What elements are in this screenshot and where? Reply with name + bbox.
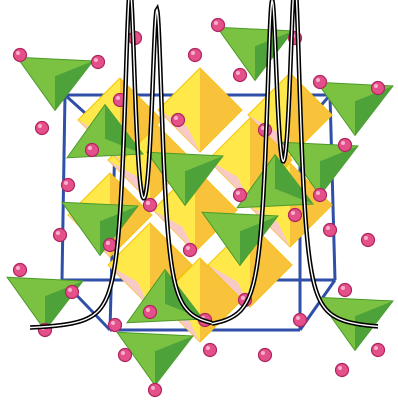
- atom: [86, 144, 99, 157]
- atom: [172, 114, 185, 127]
- atom: [149, 384, 162, 397]
- atom: [14, 49, 27, 62]
- atom-highlight: [68, 288, 72, 292]
- atom-highlight: [38, 124, 42, 128]
- atom-highlight: [88, 146, 92, 150]
- atom: [314, 189, 327, 202]
- atom: [234, 69, 247, 82]
- atom-highlight: [121, 351, 125, 355]
- atom: [294, 314, 307, 327]
- atom-highlight: [316, 78, 320, 82]
- atom: [66, 286, 79, 299]
- atom: [36, 122, 49, 135]
- atom: [62, 179, 75, 192]
- atom: [189, 49, 202, 62]
- atom: [259, 349, 272, 362]
- atom: [324, 224, 337, 237]
- atom: [314, 76, 327, 89]
- atom: [339, 139, 352, 152]
- atom: [92, 56, 105, 69]
- atom-highlight: [341, 141, 345, 145]
- crystal-structure-illustration: [0, 0, 398, 406]
- atom: [144, 199, 157, 212]
- atom-highlight: [316, 191, 320, 195]
- atom: [212, 19, 225, 32]
- atom-highlight: [364, 236, 368, 240]
- atom-highlight: [56, 231, 60, 235]
- atom-highlight: [16, 51, 20, 55]
- atom: [109, 319, 122, 332]
- atom-highlight: [151, 386, 155, 390]
- atom-highlight: [338, 366, 342, 370]
- atom-highlight: [174, 116, 178, 120]
- atom: [336, 364, 349, 377]
- atom-highlight: [241, 296, 245, 300]
- atom-highlight: [94, 58, 98, 62]
- atom-highlight: [236, 191, 240, 195]
- atom: [234, 189, 247, 202]
- atom-highlight: [146, 308, 150, 312]
- atom-highlight: [374, 346, 378, 350]
- atom-highlight: [341, 286, 345, 290]
- atom: [289, 209, 302, 222]
- atom-highlight: [116, 96, 120, 100]
- page: (() => { const data = JSON.parse(documen…: [0, 0, 398, 406]
- atom-highlight: [236, 71, 240, 75]
- atom: [144, 306, 157, 319]
- atom-highlight: [374, 84, 378, 88]
- atom-highlight: [214, 21, 218, 25]
- atom-highlight: [191, 51, 195, 55]
- atom: [204, 344, 217, 357]
- atom: [54, 229, 67, 242]
- atom-highlight: [146, 201, 150, 205]
- atom-highlight: [296, 316, 300, 320]
- atom: [372, 82, 385, 95]
- atom: [339, 284, 352, 297]
- atom-highlight: [326, 226, 330, 230]
- atom: [184, 244, 197, 257]
- atom-highlight: [111, 321, 115, 325]
- atom: [104, 239, 117, 252]
- atom: [119, 349, 132, 362]
- atom: [372, 344, 385, 357]
- atom-highlight: [291, 211, 295, 215]
- atom-highlight: [16, 266, 20, 270]
- atom: [14, 264, 27, 277]
- atom-highlight: [106, 241, 110, 245]
- atom-highlight: [64, 181, 68, 185]
- atom: [362, 234, 375, 247]
- atom-highlight: [261, 351, 265, 355]
- atom-highlight: [186, 246, 190, 250]
- atom-highlight: [206, 346, 210, 350]
